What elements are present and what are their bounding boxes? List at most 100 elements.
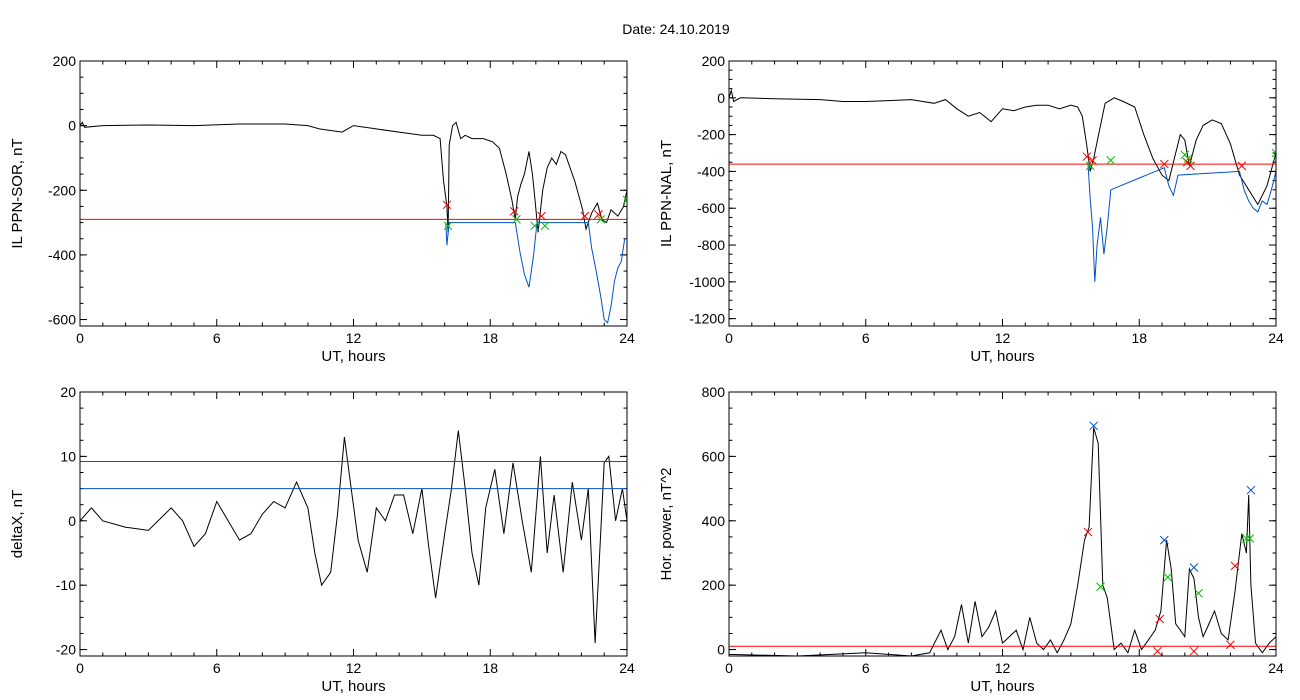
y-tick-label: -800 — [697, 237, 725, 253]
y-tick-label: 0 — [68, 513, 76, 529]
data-marker — [530, 221, 540, 231]
data-marker — [596, 215, 606, 224]
y-tick-label: 600 — [702, 448, 726, 464]
data-marker — [1189, 646, 1199, 656]
x-tick-label: 6 — [862, 660, 870, 676]
data-marker — [540, 221, 550, 231]
data-marker — [1159, 159, 1169, 169]
y-axis-label: IL PPN-SOR, nT — [9, 138, 26, 248]
x-axis-label: UT, hours — [970, 678, 1034, 695]
data-marker — [1183, 154, 1193, 163]
series-line — [729, 88, 1276, 206]
x-tick-label: 24 — [619, 330, 635, 346]
panel-ppn-nal: 0 6 12 18 24 200 0 -200 -400 -600 -800 -1000 -1200 UT… — [658, 53, 1284, 365]
y-tick-label: 200 — [53, 53, 77, 69]
x-tick-label: 24 — [619, 660, 635, 676]
x-tick-label: 0 — [725, 660, 733, 676]
data-marker — [1089, 421, 1099, 431]
x-tick-label: 24 — [1268, 330, 1284, 346]
series-group — [80, 121, 627, 324]
y-tick-label: -400 — [48, 247, 76, 263]
x-tick-label: 0 — [76, 330, 84, 346]
y-tick-label: -400 — [697, 163, 725, 179]
series-line — [1087, 164, 1276, 282]
y-tick-label: -1000 — [689, 274, 725, 290]
data-marker — [1194, 588, 1203, 598]
data-marker — [1088, 156, 1097, 165]
x-tick-label: 6 — [213, 330, 221, 346]
y-axis-label: Hor. power, nT^2 — [658, 468, 675, 581]
data-marker — [509, 206, 519, 216]
y-tick-label: 200 — [702, 577, 726, 593]
panel-deltax: 0 6 12 18 24 20 10 0 -10 -20 UT, hours deltaX, nT — [9, 384, 635, 695]
data-marker — [1226, 640, 1235, 650]
y-tick-label: -200 — [697, 127, 725, 143]
data-marker — [622, 195, 627, 205]
y-tick-label: 800 — [702, 384, 726, 400]
data-marker — [1245, 534, 1255, 543]
y-axis-label: deltaX, nT — [9, 490, 26, 558]
plot-frame — [728, 60, 1277, 327]
x-tick-label: 18 — [1131, 660, 1147, 676]
data-marker — [1186, 161, 1195, 171]
y-tick-label: -200 — [48, 182, 76, 198]
y-tick-label: -600 — [697, 200, 725, 216]
x-tick-label: 18 — [1131, 330, 1147, 346]
data-marker — [1155, 614, 1165, 624]
y-tick-label: -600 — [48, 312, 76, 328]
data-marker — [1085, 161, 1095, 171]
y-tick-label: 0 — [717, 90, 725, 106]
x-tick-label: 6 — [862, 330, 870, 346]
y-axis-label: IL PPN-NAL, nT — [658, 140, 675, 247]
x-tick-label: 0 — [725, 330, 733, 346]
y-tick-label: -10 — [56, 577, 76, 593]
x-axis-label: UT, hours — [321, 348, 385, 365]
x-tick-label: 24 — [1268, 660, 1284, 676]
series-group — [80, 430, 627, 644]
data-marker — [1159, 535, 1169, 545]
y-tick-label: 0 — [68, 118, 76, 134]
series-line — [729, 427, 1276, 656]
y-tick-label: 10 — [60, 448, 76, 464]
data-marker — [1246, 485, 1256, 495]
panel-hor-power: 0 6 12 18 24 800 600 400 200 0 UT, hours Hor. power… — [658, 384, 1284, 695]
data-marker — [594, 210, 603, 219]
data-marker — [1242, 534, 1251, 543]
x-tick-label: 12 — [346, 330, 362, 346]
x-tick-label: 12 — [995, 660, 1011, 676]
plot-frame — [79, 60, 628, 327]
x-tick-label: 12 — [346, 660, 362, 676]
data-marker — [1163, 572, 1173, 582]
data-marker — [1106, 156, 1116, 165]
data-marker — [1271, 148, 1276, 158]
x-tick-label: 18 — [482, 660, 498, 676]
x-tick-label: 18 — [482, 330, 498, 346]
figure-title: Date: 24.10.2019 — [622, 21, 730, 37]
series-group — [729, 421, 1276, 656]
y-tick-label: -20 — [56, 642, 76, 658]
data-marker — [1083, 527, 1093, 537]
data-marker — [1082, 152, 1092, 162]
y-tick-label: 0 — [717, 642, 725, 658]
panel-ppn-sor: 0 6 12 18 24 200 0 -200 -400 -600 UT, hours IL PPN-… — [9, 53, 635, 365]
y-tick-label: -1200 — [689, 311, 725, 327]
data-marker — [580, 211, 590, 221]
data-marker — [1237, 161, 1247, 171]
series-group — [729, 88, 1276, 282]
data-marker — [1189, 563, 1199, 572]
y-tick-label: 20 — [60, 384, 76, 400]
data-marker — [537, 211, 546, 221]
data-marker — [443, 221, 453, 231]
series-line — [80, 430, 627, 644]
x-axis-label: UT, hours — [970, 348, 1034, 365]
data-marker — [442, 200, 452, 210]
plot-frame — [728, 391, 1277, 657]
y-tick-label: 400 — [702, 513, 726, 529]
x-tick-label: 0 — [76, 660, 84, 676]
x-tick-label: 6 — [213, 660, 221, 676]
y-tick-label: 200 — [702, 53, 726, 69]
x-tick-label: 12 — [995, 330, 1011, 346]
plot-frame — [79, 391, 628, 657]
x-axis-label: UT, hours — [321, 678, 385, 695]
